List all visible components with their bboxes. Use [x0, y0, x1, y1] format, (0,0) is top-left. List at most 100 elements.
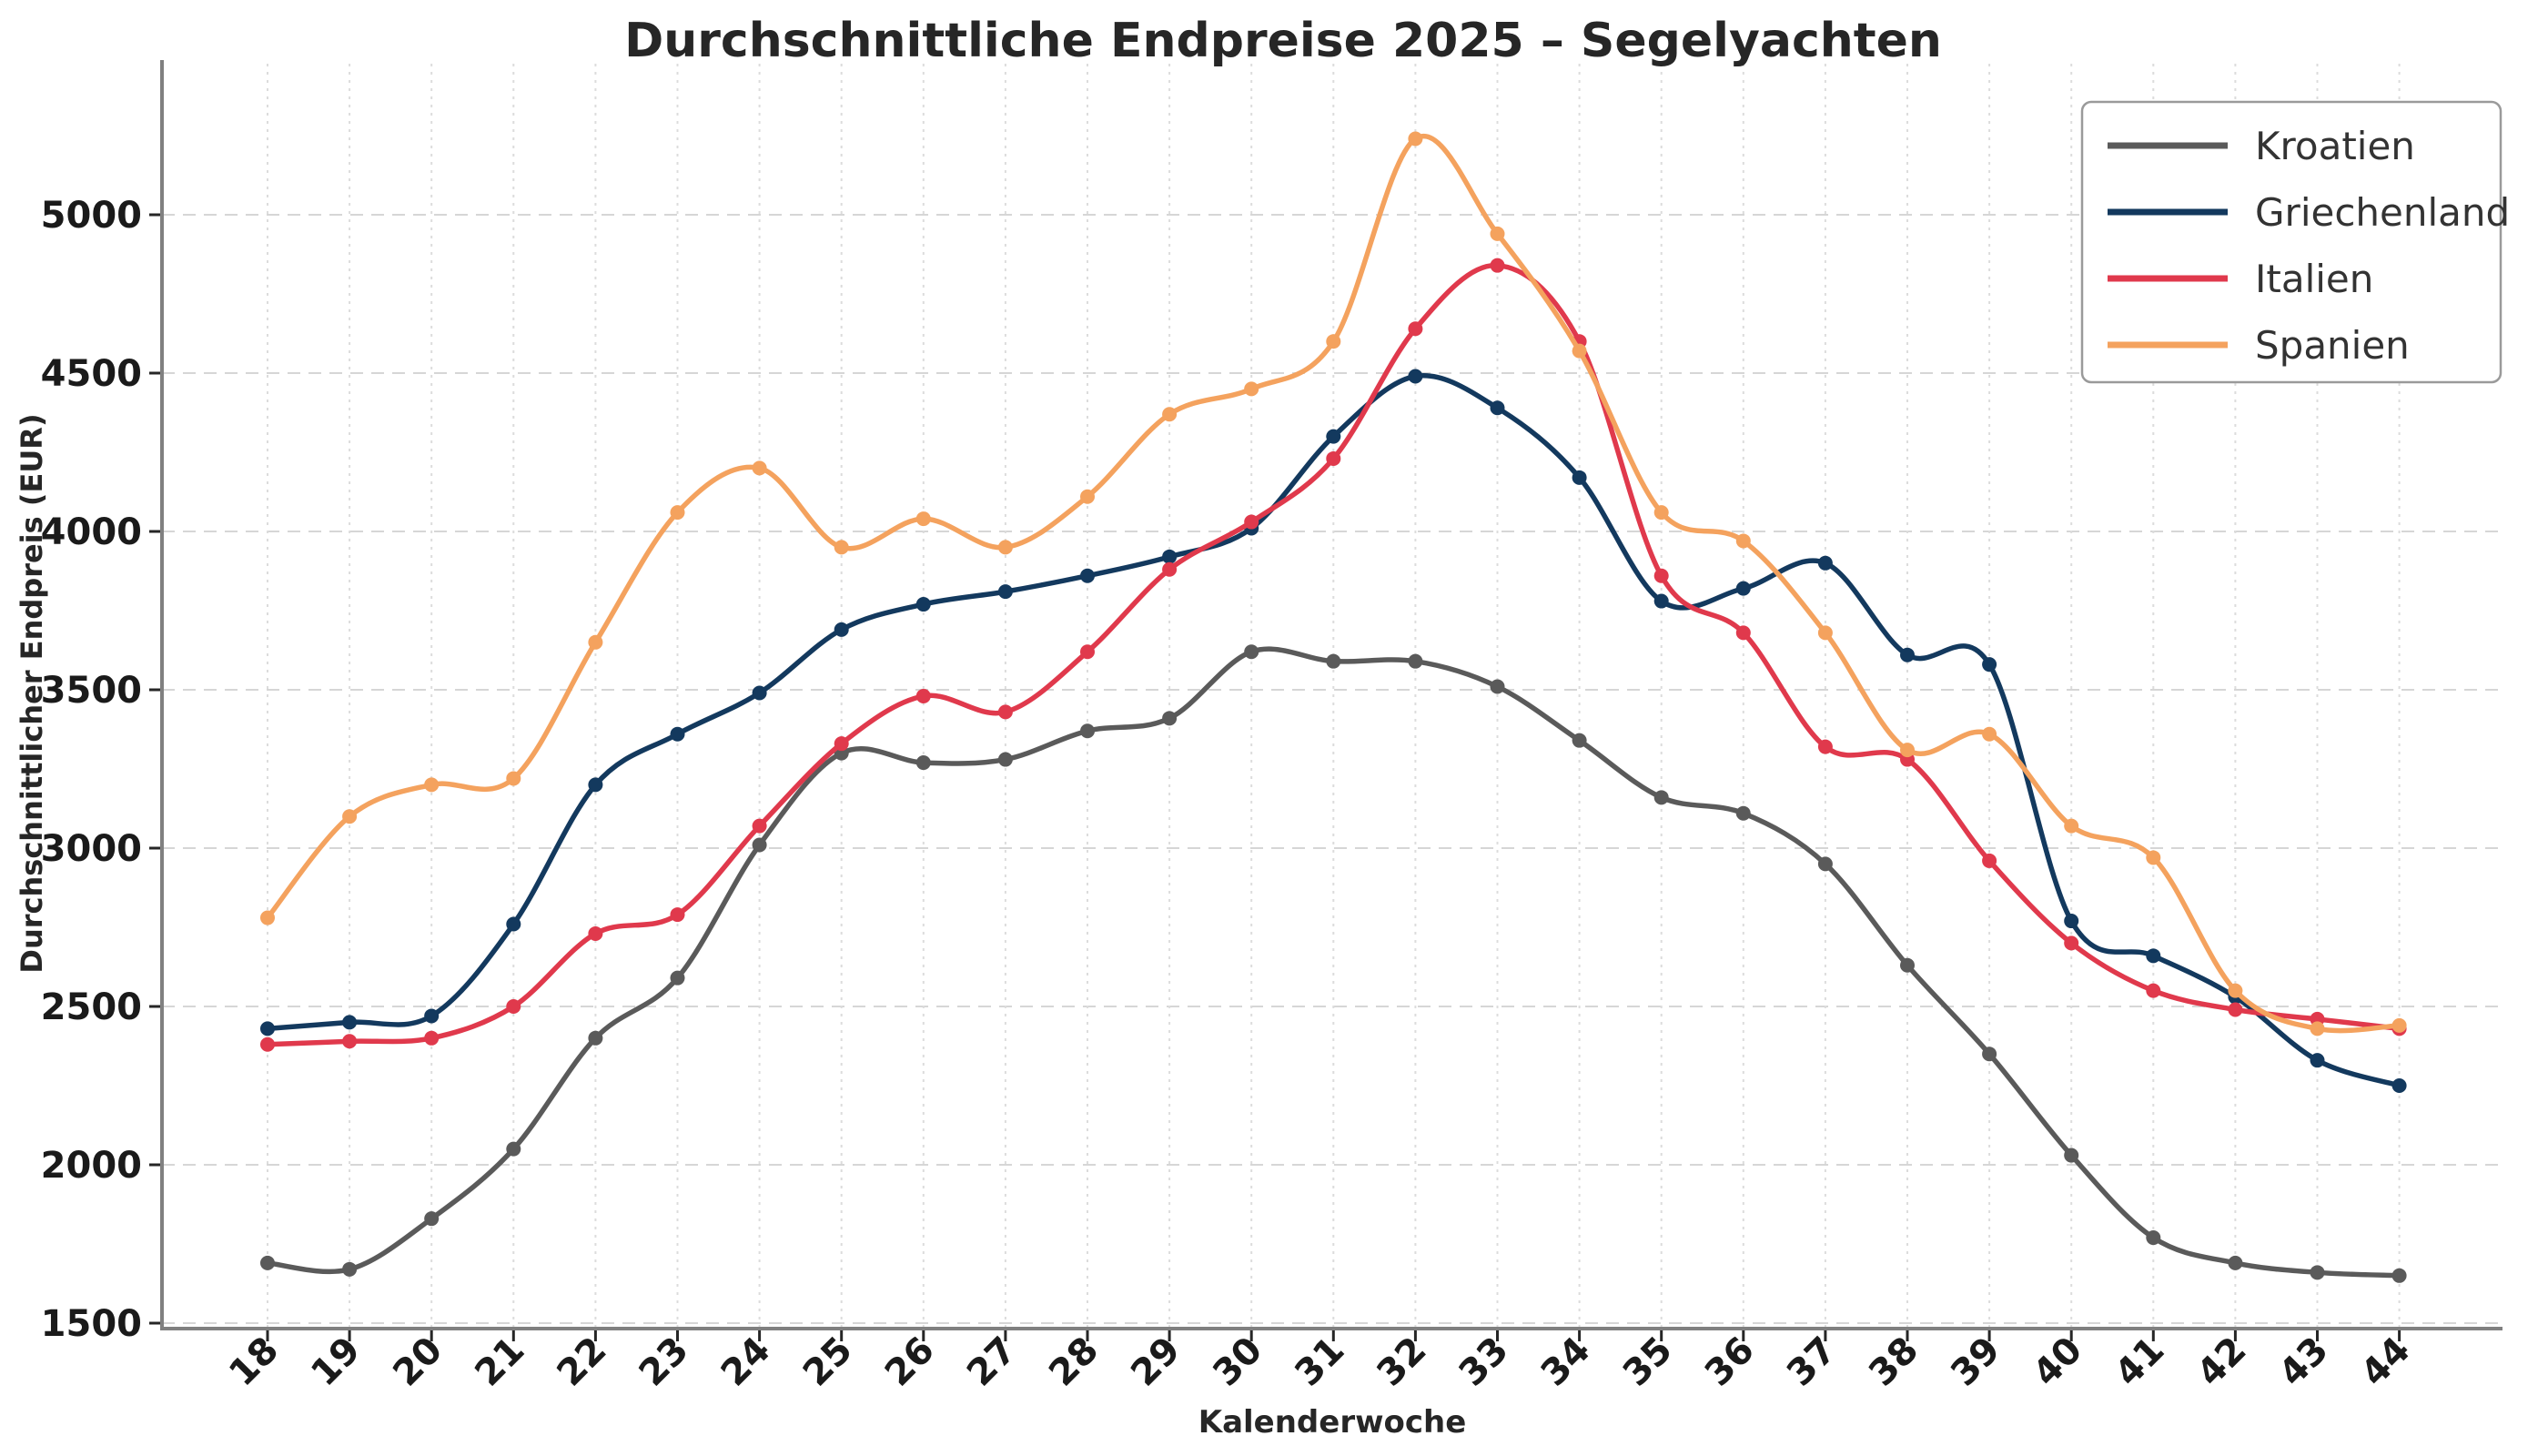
x-tick-label: 33 — [1451, 1330, 1517, 1395]
data-point-griechenland — [1817, 555, 1833, 571]
x-tick-label: 23 — [632, 1330, 697, 1395]
data-point-griechenland — [1572, 470, 1587, 485]
y-tick-label: 5000 — [41, 195, 142, 237]
y-tick-label: 3500 — [41, 670, 142, 712]
data-point-kroatien — [1490, 679, 1505, 694]
data-point-spanien — [1080, 489, 1095, 504]
data-point-griechenland — [2391, 1078, 2407, 1093]
data-point-spanien — [1244, 381, 1259, 397]
data-point-italien — [1982, 853, 1997, 868]
x-tick-label: 21 — [467, 1330, 532, 1395]
data-point-italien — [1490, 258, 1505, 273]
x-tick-label: 43 — [2271, 1330, 2337, 1395]
legend-label: Griechenland — [2255, 190, 2510, 235]
x-tick-label: 37 — [1779, 1330, 1845, 1395]
data-point-griechenland — [424, 1008, 440, 1024]
data-point-spanien — [506, 771, 521, 786]
data-point-spanien — [1653, 505, 1669, 521]
data-point-italien — [1080, 644, 1095, 660]
data-point-spanien — [834, 540, 849, 555]
x-tick-label: 29 — [1123, 1330, 1188, 1395]
y-tick-label: 1500 — [41, 1303, 142, 1345]
data-point-griechenland — [1080, 568, 1095, 583]
data-point-italien — [997, 704, 1013, 720]
data-point-spanien — [915, 511, 931, 527]
x-tick-label: 20 — [385, 1330, 450, 1395]
y-tick-label: 3000 — [41, 828, 142, 870]
legend-label: Italien — [2255, 257, 2373, 301]
data-point-griechenland — [1162, 549, 1178, 564]
series-line-griechenland — [265, 372, 2402, 1088]
y-tick-label: 2000 — [41, 1145, 142, 1187]
data-point-kroatien — [2228, 1255, 2243, 1270]
x-tick-label: 19 — [303, 1330, 369, 1395]
data-point-griechenland — [588, 777, 603, 793]
x-tick-label: 36 — [1697, 1330, 1763, 1395]
data-point-kroatien — [915, 755, 931, 771]
data-point-kroatien — [260, 1255, 275, 1270]
data-point-italien — [915, 688, 931, 703]
data-point-spanien — [2228, 983, 2243, 998]
data-point-griechenland — [342, 1015, 358, 1030]
data-point-kroatien — [1572, 733, 1587, 748]
data-point-spanien — [1162, 407, 1178, 422]
data-point-kroatien — [1326, 653, 1341, 669]
data-point-kroatien — [1735, 805, 1751, 821]
data-point-griechenland — [1326, 429, 1341, 444]
x-tick-label: 42 — [2189, 1330, 2255, 1395]
y-tick-label: 2500 — [41, 986, 142, 1028]
data-point-italien — [2228, 1002, 2243, 1017]
data-point-spanien — [342, 809, 358, 824]
data-point-kroatien — [1900, 957, 1915, 973]
data-point-kroatien — [670, 970, 685, 986]
data-point-italien — [588, 925, 603, 941]
data-point-kroatien — [342, 1261, 358, 1277]
data-point-italien — [834, 736, 849, 752]
x-tick-label: 40 — [2025, 1330, 2090, 1395]
data-point-spanien — [1735, 533, 1751, 549]
x-tick-label: 24 — [713, 1330, 779, 1395]
data-point-italien — [1817, 739, 1833, 754]
x-tick-label: 18 — [221, 1330, 287, 1395]
data-point-griechenland — [1982, 657, 1997, 672]
legend-item-italien: Italien — [2108, 257, 2373, 301]
data-point-griechenland — [997, 584, 1013, 600]
legend: Kroatien Griechenland Italien Spanien — [2080, 100, 2510, 384]
x-tick-label: 32 — [1370, 1330, 1435, 1395]
data-point-kroatien — [1408, 653, 1423, 669]
data-point-griechenland — [506, 916, 521, 932]
data-point-kroatien — [997, 752, 1013, 767]
data-point-spanien — [1817, 625, 1833, 641]
y-tick-label: 4500 — [41, 353, 142, 395]
data-point-spanien — [2310, 1021, 2325, 1036]
data-point-spanien — [2064, 818, 2079, 834]
data-point-italien — [752, 818, 767, 834]
data-point-kroatien — [752, 837, 767, 853]
x-tick-label: 35 — [1615, 1330, 1681, 1395]
data-point-italien — [670, 907, 685, 923]
legend-label: Spanien — [2255, 323, 2410, 368]
data-point-spanien — [670, 505, 685, 521]
data-point-griechenland — [1490, 400, 1505, 416]
data-point-italien — [424, 1030, 440, 1046]
data-point-spanien — [997, 540, 1013, 555]
chart-title: Durchschnittliche Endpreise 2025 – Segel… — [624, 14, 1942, 68]
x-tick-label: 41 — [2107, 1330, 2172, 1395]
data-point-spanien — [2391, 1017, 2407, 1033]
data-point-kroatien — [588, 1030, 603, 1046]
series-griechenland — [260, 369, 2407, 1093]
series-layer — [260, 131, 2407, 1283]
y-tick-label: 4000 — [41, 511, 142, 553]
series-kroatien — [260, 644, 2407, 1283]
data-point-spanien — [1982, 726, 1997, 742]
data-point-griechenland — [1735, 581, 1751, 596]
data-point-griechenland — [915, 597, 931, 612]
data-point-italien — [260, 1036, 275, 1052]
legend-box — [2080, 100, 2502, 384]
legend-item-spanien: Spanien — [2108, 323, 2410, 368]
data-point-kroatien — [2391, 1268, 2407, 1283]
x-axis-label: Kalenderwoche — [1198, 1404, 1467, 1441]
data-point-griechenland — [260, 1021, 275, 1036]
